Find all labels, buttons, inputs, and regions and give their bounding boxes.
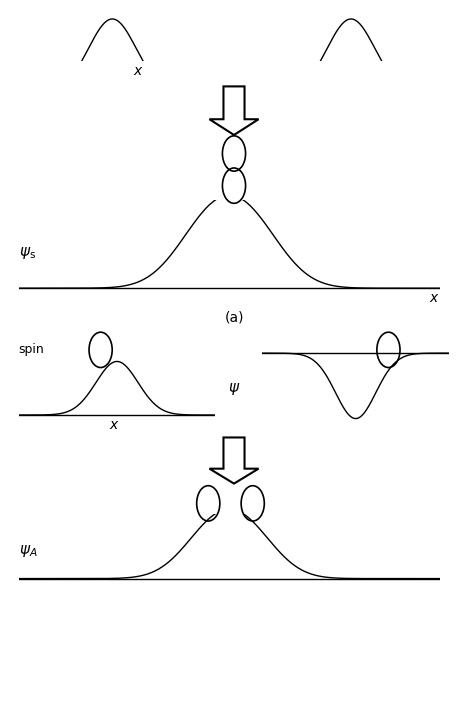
Text: spin: spin: [19, 343, 44, 356]
Text: (a): (a): [224, 311, 244, 325]
FancyArrow shape: [209, 86, 258, 135]
Text: $x$: $x$: [133, 64, 143, 79]
Text: $\psi_\mathrm{s}$: $\psi_\mathrm{s}$: [19, 246, 36, 261]
Text: $\psi_A$: $\psi_A$: [19, 543, 37, 559]
Text: $x$: $x$: [429, 291, 440, 306]
Text: $\psi$: $\psi$: [228, 381, 240, 397]
FancyArrow shape: [209, 438, 258, 483]
Text: $x$: $x$: [110, 418, 120, 432]
